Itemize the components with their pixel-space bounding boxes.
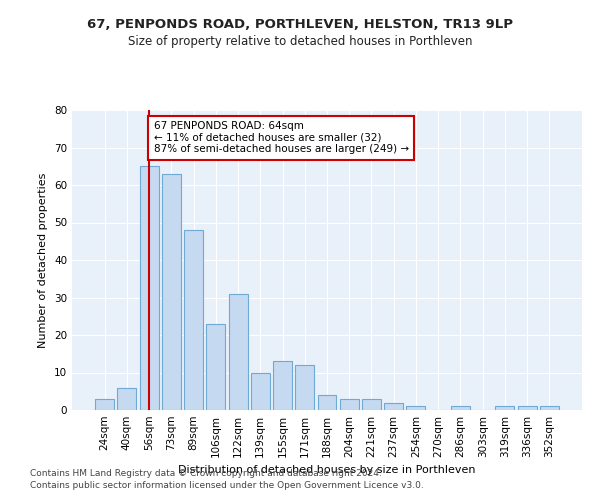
Text: Contains public sector information licensed under the Open Government Licence v3: Contains public sector information licen… bbox=[30, 481, 424, 490]
Bar bbox=[118, 388, 136, 410]
Bar bbox=[406, 406, 425, 410]
Bar bbox=[451, 406, 470, 410]
Bar bbox=[384, 402, 403, 410]
Bar bbox=[362, 399, 381, 410]
Bar bbox=[140, 166, 158, 410]
Bar bbox=[340, 399, 359, 410]
Bar bbox=[273, 361, 292, 410]
Text: 67, PENPONDS ROAD, PORTHLEVEN, HELSTON, TR13 9LP: 67, PENPONDS ROAD, PORTHLEVEN, HELSTON, … bbox=[87, 18, 513, 30]
Bar bbox=[540, 406, 559, 410]
Bar bbox=[206, 324, 225, 410]
Text: Size of property relative to detached houses in Porthleven: Size of property relative to detached ho… bbox=[128, 35, 472, 48]
Bar bbox=[184, 230, 203, 410]
Bar bbox=[295, 365, 314, 410]
Bar bbox=[496, 406, 514, 410]
Bar bbox=[251, 372, 270, 410]
Bar bbox=[317, 395, 337, 410]
Text: 67 PENPONDS ROAD: 64sqm
← 11% of detached houses are smaller (32)
87% of semi-de: 67 PENPONDS ROAD: 64sqm ← 11% of detache… bbox=[154, 121, 409, 154]
X-axis label: Distribution of detached houses by size in Porthleven: Distribution of detached houses by size … bbox=[178, 466, 476, 475]
Bar bbox=[95, 399, 114, 410]
Text: Contains HM Land Registry data © Crown copyright and database right 2024.: Contains HM Land Registry data © Crown c… bbox=[30, 468, 382, 477]
Bar bbox=[162, 174, 181, 410]
Bar bbox=[229, 294, 248, 410]
Bar bbox=[518, 406, 536, 410]
Y-axis label: Number of detached properties: Number of detached properties bbox=[38, 172, 49, 348]
